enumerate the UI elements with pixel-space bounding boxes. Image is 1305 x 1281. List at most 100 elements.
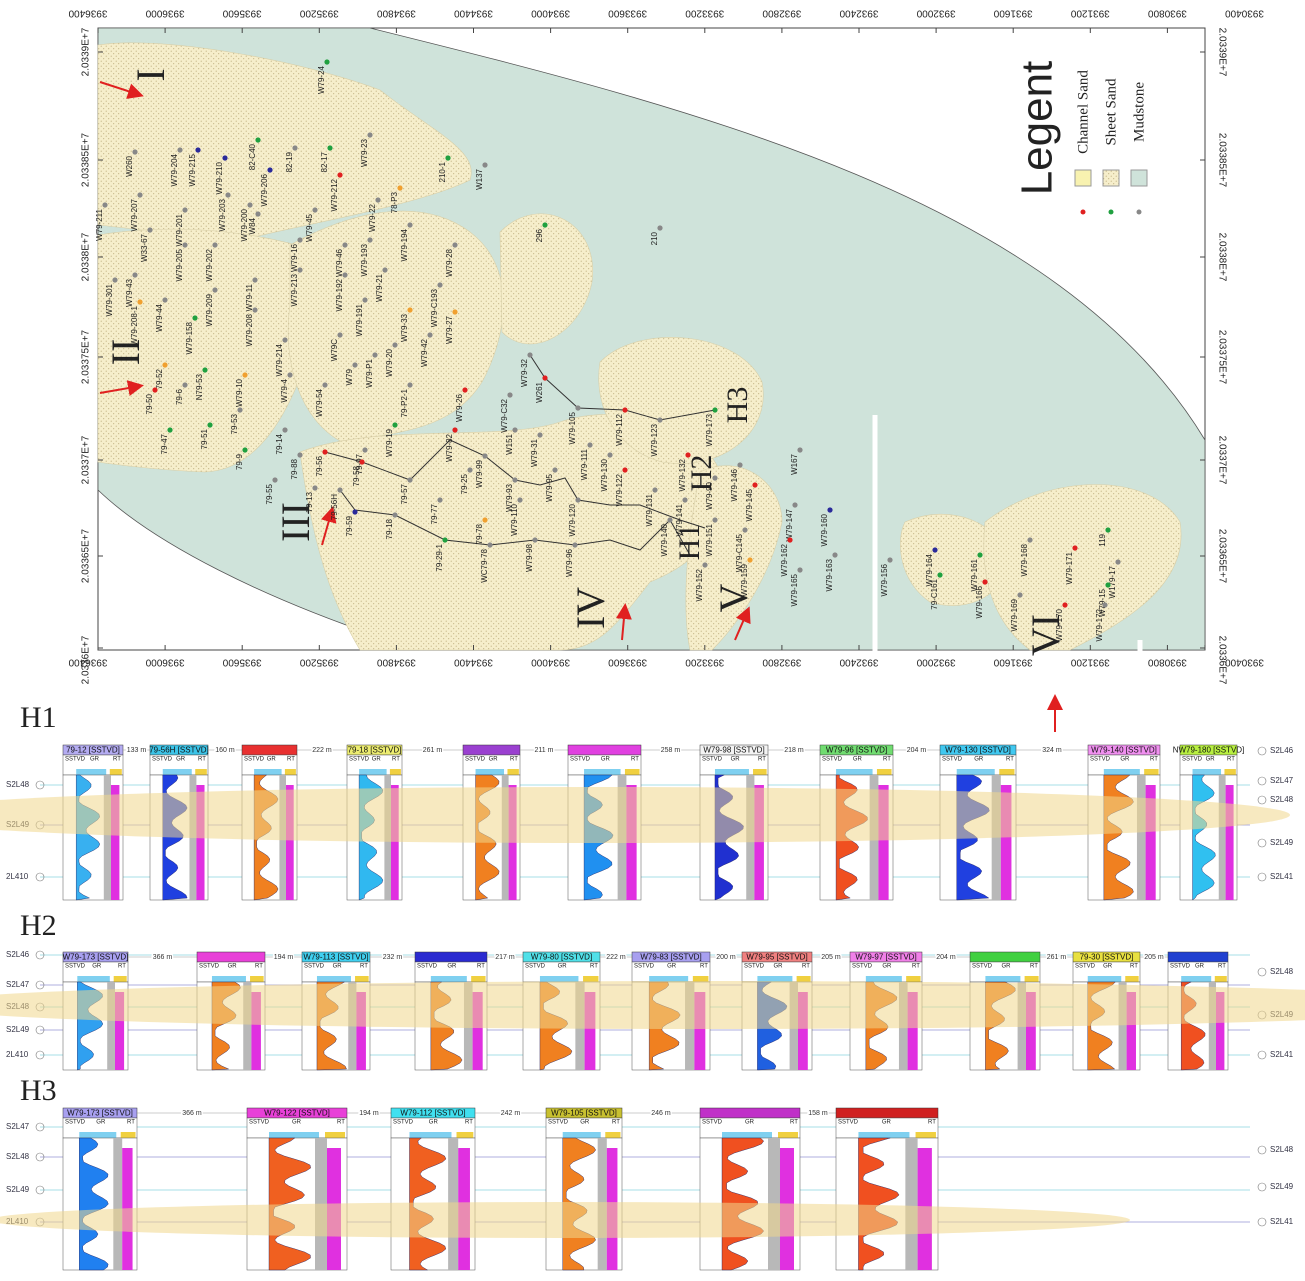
gr-scale <box>409 1132 452 1138</box>
well-label: W79-208-1 <box>130 305 139 345</box>
well-label: W79-45 <box>305 213 314 242</box>
gr-scale <box>757 976 793 982</box>
well-label: 79-57 <box>400 483 409 504</box>
well-label: W79-200 <box>240 208 249 241</box>
layer-marker <box>35 1025 45 1035</box>
lith-column <box>103 775 111 900</box>
gr-scale <box>1181 976 1212 982</box>
well-dot <box>352 509 358 515</box>
track-label: SSTVD <box>1090 757 1111 763</box>
well-label: W79-212 <box>330 178 339 211</box>
well-dot <box>512 477 518 483</box>
well-header <box>196 951 266 963</box>
distance-label: 211 m <box>535 747 554 754</box>
well-label: 79-52 <box>155 368 164 389</box>
well-label: 210 <box>650 231 659 245</box>
well-dot <box>312 485 318 491</box>
well-label: W79-205 <box>175 248 184 281</box>
layer-label: S2L41 <box>1270 1217 1294 1226</box>
well-label: W79-P1 <box>365 358 374 387</box>
well-label: W79-214 <box>275 343 284 376</box>
well-name: W79-95 [SSTVD] <box>746 953 807 962</box>
x-tick-label: 3930800 <box>1147 656 1186 667</box>
section-label: H1 <box>673 524 706 561</box>
well-name: W79-98 [SSTVD] <box>703 746 764 755</box>
well-name: W79-80 [SSTVD] <box>531 953 592 962</box>
well-label: W79-43 <box>125 278 134 307</box>
rt-scale <box>906 976 921 982</box>
well-dot <box>162 362 168 368</box>
well-log: W79-112 [SSTVD] SSTVD GR RT 242 m <box>390 1107 546 1271</box>
well-dot <box>712 475 718 481</box>
well-dot <box>442 537 448 543</box>
well-name: W79-173 [SSTVD] <box>67 1109 133 1118</box>
section-title: H1 <box>20 701 57 734</box>
well-label: W79-44 <box>155 303 164 332</box>
well-dot <box>1115 559 1121 565</box>
y-tick-label: 2.03365E+7 <box>81 528 92 583</box>
layer-label: S2L41 <box>1270 1050 1294 1059</box>
track-label: RT <box>802 964 810 970</box>
track-label: RT <box>127 1120 135 1126</box>
well-label: W79-164 <box>925 553 934 586</box>
well-label: W79-172 <box>1095 608 1104 641</box>
well-dot <box>542 222 548 228</box>
well-dot <box>352 362 358 368</box>
layer-label: S2L46 <box>6 950 30 959</box>
well-label: W79-C145 <box>735 533 744 572</box>
well-label: 79-25 <box>460 473 469 494</box>
gr-scale <box>539 976 579 982</box>
well-dot <box>407 307 413 313</box>
rt-scale <box>507 769 519 775</box>
well-dot <box>622 467 628 473</box>
gr-scale <box>430 976 467 982</box>
track-label: GR <box>667 964 677 970</box>
track-label: RT <box>113 757 121 763</box>
well-dot <box>1102 602 1108 608</box>
x-tick-label: 3932000 <box>916 656 955 667</box>
x-tick-label: 3932800 <box>762 656 801 667</box>
well-dot <box>342 272 348 278</box>
well-dot <box>572 542 578 548</box>
rt-scale <box>915 1132 936 1138</box>
distance-label: 133 m <box>127 747 147 754</box>
rt-curve <box>286 785 294 900</box>
well-dot <box>327 145 333 151</box>
rt-curve <box>754 785 764 900</box>
track-label: SSTVD <box>548 1120 569 1126</box>
rt-scale <box>109 769 122 775</box>
lith-column <box>1118 982 1127 1070</box>
well-label: 79-59 <box>345 515 354 536</box>
well-label: W84 <box>248 217 257 234</box>
y-tick-label: 2.0339E+7 <box>81 27 92 76</box>
well-dot <box>1105 527 1111 533</box>
gr-scale <box>865 976 902 982</box>
rt-curve <box>1000 785 1012 900</box>
well-dot <box>685 452 691 458</box>
track-label: GR <box>176 757 186 763</box>
well-dot <box>407 222 413 228</box>
lith-column <box>113 1138 123 1270</box>
distance-label: 200 m <box>716 954 736 961</box>
y-tick-label: 2.0338E+7 <box>1216 233 1227 282</box>
well-dot <box>887 557 893 563</box>
well-label: W79-213 <box>290 273 299 306</box>
well-dot <box>252 307 258 313</box>
section-label: H3 <box>721 387 754 424</box>
well-label: W167 <box>790 453 799 474</box>
well-label: W79-158 <box>185 321 194 354</box>
layer-label: S2L47 <box>6 1122 30 1131</box>
well-dot <box>282 427 288 433</box>
x-tick-label: 3934400 <box>454 7 493 18</box>
rt-scale <box>1214 976 1227 982</box>
well-dot <box>212 242 218 248</box>
distance-label: 258 m <box>661 747 681 754</box>
well-label: W79-204 <box>170 153 179 186</box>
rt-scale <box>1024 976 1039 982</box>
well-dot <box>932 547 938 553</box>
well-dot <box>272 477 278 483</box>
well-dot <box>132 272 138 278</box>
well-dot <box>747 557 753 563</box>
well-label: W79-171 <box>1065 551 1074 584</box>
